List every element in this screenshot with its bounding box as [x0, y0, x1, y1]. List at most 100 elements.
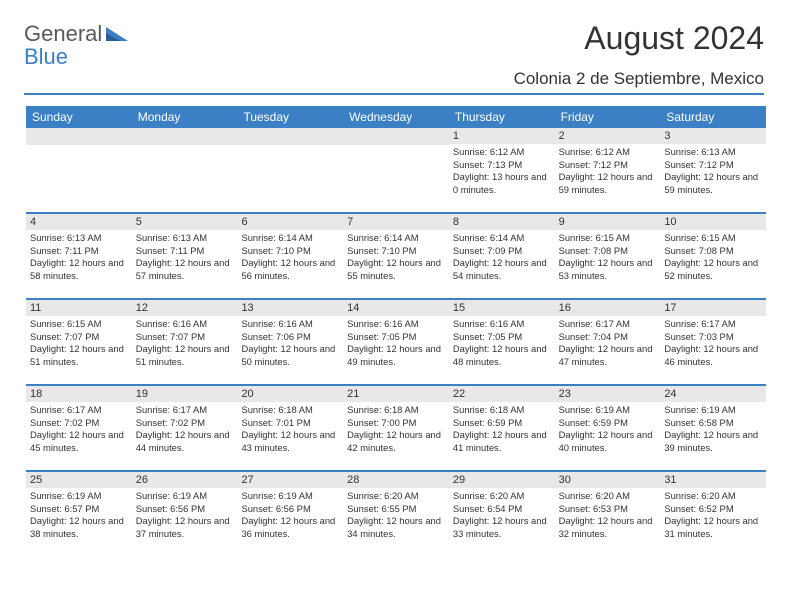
day-content: Sunrise: 6:20 AMSunset: 6:53 PMDaylight:… — [555, 488, 661, 545]
day-number: 11 — [26, 300, 132, 316]
week-row: 1Sunrise: 6:12 AMSunset: 7:13 PMDaylight… — [26, 128, 766, 212]
weekday-cell: Tuesday — [237, 106, 343, 128]
day-number: 14 — [343, 300, 449, 316]
day-cell: 17Sunrise: 6:17 AMSunset: 7:03 PMDayligh… — [660, 300, 766, 384]
day-content: Sunrise: 6:12 AMSunset: 7:12 PMDaylight:… — [555, 144, 661, 201]
day-cell — [343, 128, 449, 212]
day-cell: 8Sunrise: 6:14 AMSunset: 7:09 PMDaylight… — [449, 214, 555, 298]
day-number: 27 — [237, 472, 343, 488]
day-cell: 6Sunrise: 6:14 AMSunset: 7:10 PMDaylight… — [237, 214, 343, 298]
day-cell: 14Sunrise: 6:16 AMSunset: 7:05 PMDayligh… — [343, 300, 449, 384]
day-content: Sunrise: 6:19 AMSunset: 6:56 PMDaylight:… — [237, 488, 343, 545]
day-content: Sunrise: 6:15 AMSunset: 7:08 PMDaylight:… — [555, 230, 661, 287]
day-number: 18 — [26, 386, 132, 402]
day-cell: 11Sunrise: 6:15 AMSunset: 7:07 PMDayligh… — [26, 300, 132, 384]
day-content: Sunrise: 6:18 AMSunset: 7:01 PMDaylight:… — [237, 402, 343, 459]
day-content: Sunrise: 6:19 AMSunset: 6:59 PMDaylight:… — [555, 402, 661, 459]
day-number: 12 — [132, 300, 238, 316]
day-content: Sunrise: 6:14 AMSunset: 7:10 PMDaylight:… — [237, 230, 343, 287]
calendar: SundayMondayTuesdayWednesdayThursdayFrid… — [26, 106, 766, 556]
week-row: 4Sunrise: 6:13 AMSunset: 7:11 PMDaylight… — [26, 212, 766, 298]
day-cell: 28Sunrise: 6:20 AMSunset: 6:55 PMDayligh… — [343, 472, 449, 556]
day-content: Sunrise: 6:17 AMSunset: 7:02 PMDaylight:… — [132, 402, 238, 459]
day-content: Sunrise: 6:20 AMSunset: 6:54 PMDaylight:… — [449, 488, 555, 545]
day-number: 24 — [660, 386, 766, 402]
day-content: Sunrise: 6:16 AMSunset: 7:07 PMDaylight:… — [132, 316, 238, 373]
day-cell — [26, 128, 132, 212]
day-cell: 29Sunrise: 6:20 AMSunset: 6:54 PMDayligh… — [449, 472, 555, 556]
day-cell: 13Sunrise: 6:16 AMSunset: 7:06 PMDayligh… — [237, 300, 343, 384]
day-cell: 19Sunrise: 6:17 AMSunset: 7:02 PMDayligh… — [132, 386, 238, 470]
day-cell: 15Sunrise: 6:16 AMSunset: 7:05 PMDayligh… — [449, 300, 555, 384]
day-cell — [132, 128, 238, 212]
day-content: Sunrise: 6:17 AMSunset: 7:04 PMDaylight:… — [555, 316, 661, 373]
day-content: Sunrise: 6:13 AMSunset: 7:11 PMDaylight:… — [26, 230, 132, 287]
day-number: 13 — [237, 300, 343, 316]
weekday-cell: Thursday — [449, 106, 555, 128]
day-cell — [237, 128, 343, 212]
day-cell: 7Sunrise: 6:14 AMSunset: 7:10 PMDaylight… — [343, 214, 449, 298]
day-content: Sunrise: 6:18 AMSunset: 6:59 PMDaylight:… — [449, 402, 555, 459]
day-number: 29 — [449, 472, 555, 488]
day-number: 15 — [449, 300, 555, 316]
month-title: August 2024 — [24, 20, 764, 57]
day-cell: 16Sunrise: 6:17 AMSunset: 7:04 PMDayligh… — [555, 300, 661, 384]
day-cell: 18Sunrise: 6:17 AMSunset: 7:02 PMDayligh… — [26, 386, 132, 470]
weekday-header-row: SundayMondayTuesdayWednesdayThursdayFrid… — [26, 106, 766, 128]
day-content: Sunrise: 6:19 AMSunset: 6:57 PMDaylight:… — [26, 488, 132, 545]
day-cell: 26Sunrise: 6:19 AMSunset: 6:56 PMDayligh… — [132, 472, 238, 556]
day-cell: 30Sunrise: 6:20 AMSunset: 6:53 PMDayligh… — [555, 472, 661, 556]
day-cell: 4Sunrise: 6:13 AMSunset: 7:11 PMDaylight… — [26, 214, 132, 298]
week-row: 18Sunrise: 6:17 AMSunset: 7:02 PMDayligh… — [26, 384, 766, 470]
weekday-cell: Wednesday — [343, 106, 449, 128]
day-content: Sunrise: 6:12 AMSunset: 7:13 PMDaylight:… — [449, 144, 555, 201]
location-label: Colonia 2 de Septiembre, Mexico — [24, 69, 764, 95]
weekday-cell: Friday — [555, 106, 661, 128]
day-number: 6 — [237, 214, 343, 230]
day-number: 28 — [343, 472, 449, 488]
day-content: Sunrise: 6:14 AMSunset: 7:09 PMDaylight:… — [449, 230, 555, 287]
day-content: Sunrise: 6:13 AMSunset: 7:11 PMDaylight:… — [132, 230, 238, 287]
weeks-container: 1Sunrise: 6:12 AMSunset: 7:13 PMDaylight… — [26, 128, 766, 556]
empty-day-header — [132, 128, 238, 145]
day-number: 21 — [343, 386, 449, 402]
day-cell: 1Sunrise: 6:12 AMSunset: 7:13 PMDaylight… — [449, 128, 555, 212]
empty-day-header — [26, 128, 132, 145]
day-number: 17 — [660, 300, 766, 316]
day-number: 16 — [555, 300, 661, 316]
day-cell: 3Sunrise: 6:13 AMSunset: 7:12 PMDaylight… — [660, 128, 766, 212]
empty-day-header — [343, 128, 449, 145]
weekday-cell: Monday — [132, 106, 238, 128]
day-content: Sunrise: 6:16 AMSunset: 7:05 PMDaylight:… — [343, 316, 449, 373]
day-content: Sunrise: 6:17 AMSunset: 7:03 PMDaylight:… — [660, 316, 766, 373]
day-content: Sunrise: 6:14 AMSunset: 7:10 PMDaylight:… — [343, 230, 449, 287]
day-content: Sunrise: 6:20 AMSunset: 6:52 PMDaylight:… — [660, 488, 766, 545]
day-number: 25 — [26, 472, 132, 488]
day-number: 19 — [132, 386, 238, 402]
day-content: Sunrise: 6:13 AMSunset: 7:12 PMDaylight:… — [660, 144, 766, 201]
day-number: 8 — [449, 214, 555, 230]
empty-day-header — [237, 128, 343, 145]
day-number: 31 — [660, 472, 766, 488]
day-cell: 12Sunrise: 6:16 AMSunset: 7:07 PMDayligh… — [132, 300, 238, 384]
day-cell: 27Sunrise: 6:19 AMSunset: 6:56 PMDayligh… — [237, 472, 343, 556]
day-content: Sunrise: 6:17 AMSunset: 7:02 PMDaylight:… — [26, 402, 132, 459]
day-number: 26 — [132, 472, 238, 488]
weekday-cell: Sunday — [26, 106, 132, 128]
day-content: Sunrise: 6:19 AMSunset: 6:56 PMDaylight:… — [132, 488, 238, 545]
day-cell: 9Sunrise: 6:15 AMSunset: 7:08 PMDaylight… — [555, 214, 661, 298]
day-number: 4 — [26, 214, 132, 230]
day-cell: 20Sunrise: 6:18 AMSunset: 7:01 PMDayligh… — [237, 386, 343, 470]
day-cell: 21Sunrise: 6:18 AMSunset: 7:00 PMDayligh… — [343, 386, 449, 470]
day-number: 7 — [343, 214, 449, 230]
day-content: Sunrise: 6:16 AMSunset: 7:05 PMDaylight:… — [449, 316, 555, 373]
day-number: 9 — [555, 214, 661, 230]
day-number: 1 — [449, 128, 555, 144]
day-content: Sunrise: 6:15 AMSunset: 7:07 PMDaylight:… — [26, 316, 132, 373]
day-number: 22 — [449, 386, 555, 402]
week-row: 11Sunrise: 6:15 AMSunset: 7:07 PMDayligh… — [26, 298, 766, 384]
day-cell: 23Sunrise: 6:19 AMSunset: 6:59 PMDayligh… — [555, 386, 661, 470]
day-number: 30 — [555, 472, 661, 488]
day-cell: 5Sunrise: 6:13 AMSunset: 7:11 PMDaylight… — [132, 214, 238, 298]
day-content: Sunrise: 6:19 AMSunset: 6:58 PMDaylight:… — [660, 402, 766, 459]
